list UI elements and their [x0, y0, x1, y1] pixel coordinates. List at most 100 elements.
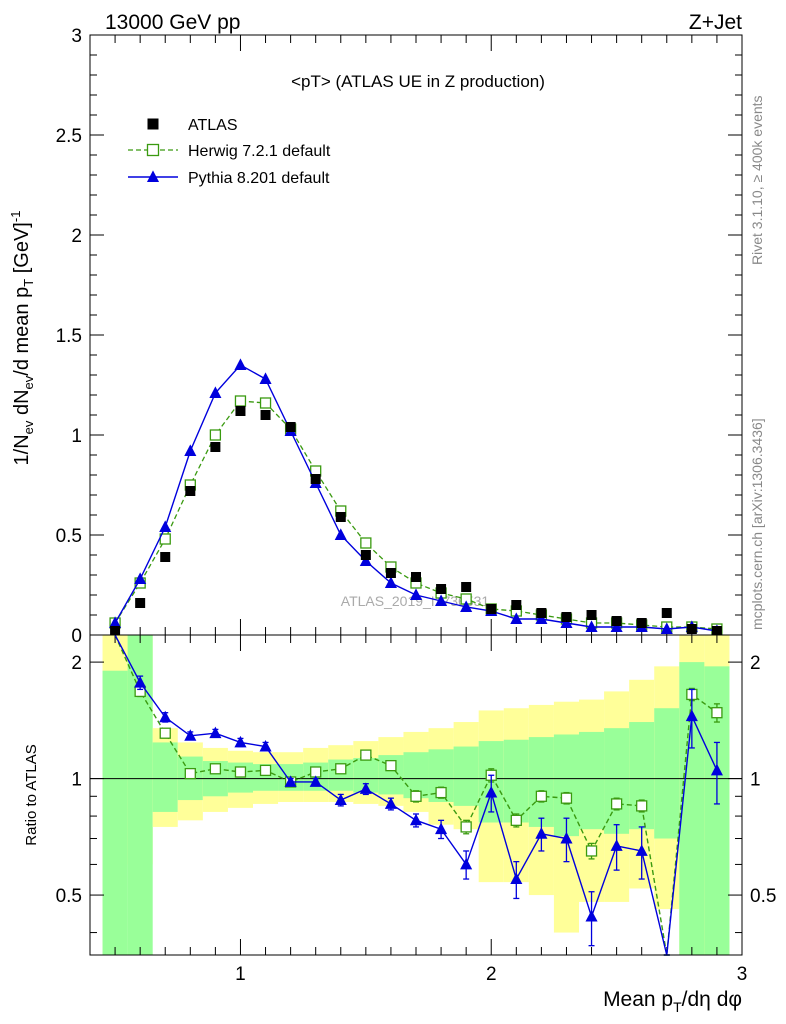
- pythia-point: [660, 622, 673, 634]
- ratio-y-tick-label: 1: [71, 770, 82, 791]
- herwig-ratio-point: [234, 766, 247, 778]
- rivet-version-label: Rivet 3.1.10, ≥ 400k events: [749, 95, 765, 265]
- pythia-ratio-point: [184, 729, 197, 741]
- atlas-point: [260, 410, 271, 420]
- pythia-ratio-point: [284, 775, 297, 787]
- herwig-point: [209, 429, 222, 441]
- band-inner: [503, 739, 529, 823]
- pythia-point: [134, 572, 147, 584]
- main-y-tick-label: 0.5: [56, 526, 82, 547]
- legend-entry-label: ATLAS: [188, 117, 238, 134]
- atlas-point: [636, 618, 647, 628]
- herwig-ratio-point: [335, 763, 347, 775]
- main-plot-title: <pT> (ATLAS UE in Z production): [291, 72, 545, 91]
- legend-herwig-marker: [146, 143, 160, 157]
- band-inner: [654, 708, 680, 839]
- pythia-point: [409, 588, 423, 600]
- pythia-ratio-point: [635, 844, 648, 856]
- main-y-tick-label: 0: [71, 626, 82, 647]
- herwig-ratio-point: [560, 792, 573, 804]
- pythia-ratio-point: [510, 872, 523, 884]
- atlas-point: [686, 624, 697, 634]
- atlas-point: [411, 572, 421, 582]
- ratio-series-pythia: [114, 634, 723, 956]
- x-axis-label: Mean pT/dη dφ: [603, 988, 742, 1015]
- band-inner: [629, 722, 655, 830]
- series-atlas: [110, 406, 722, 636]
- atlas-point: [586, 610, 597, 620]
- legend-atlas-marker: [147, 118, 159, 130]
- pythia-ratio-point: [485, 785, 498, 798]
- ratio-y-tick-label-right: 1: [750, 770, 761, 791]
- pythia-ratio-point: [234, 735, 247, 748]
- ratio-y-axis-label: Ratio to ATLAS: [23, 744, 40, 845]
- pythia-point: [159, 520, 172, 532]
- pythia-point: [259, 372, 272, 384]
- pythia-ratio-point: [384, 797, 397, 809]
- band-inner: [579, 731, 605, 830]
- atlas-point: [360, 550, 371, 560]
- band-inner: [604, 728, 630, 834]
- atlas-point: [385, 568, 396, 578]
- pythia-point: [435, 594, 448, 606]
- atlas-point: [661, 608, 672, 618]
- herwig-ratio-point: [209, 763, 222, 775]
- herwig-point: [259, 397, 272, 409]
- pythia-ratio-point: [409, 813, 423, 826]
- legend: ATLAS Herwig 7.2.1 default Pythia 8.201 de…: [128, 117, 331, 187]
- legend-entry-label: Herwig 7.2.1 default: [188, 143, 331, 160]
- mcplots-label: mcplots.cern.ch [arXiv:1306.3436]: [749, 418, 765, 630]
- band-inner: [152, 742, 178, 812]
- herwig-ratio-point: [711, 707, 723, 719]
- herwig-point: [360, 537, 372, 549]
- x-tick-label: 2: [486, 964, 497, 985]
- atlas-point: [561, 612, 572, 622]
- pythia-point: [334, 528, 347, 540]
- pythia-ratio-point: [585, 909, 598, 922]
- herwig-ratio-point: [360, 749, 372, 761]
- header-process-label: Z+Jet: [689, 11, 742, 34]
- main-plot-panel: <pT> (ATLAS UE in Z production) ATLAS_20…: [8, 26, 743, 647]
- pythia-ratio-point: [134, 676, 147, 688]
- pythia-point: [184, 444, 197, 456]
- pythia-point: [535, 612, 548, 624]
- atlas-point: [461, 582, 472, 592]
- pythia-ratio-point: [309, 775, 322, 787]
- band-inner: [453, 746, 479, 806]
- ratio-y-tick-label: 2: [71, 653, 82, 674]
- main-y-tick-label: 1: [71, 426, 82, 447]
- pythia-ratio-point: [334, 793, 347, 806]
- atlas-point: [536, 608, 547, 618]
- atlas-point: [285, 422, 296, 432]
- pythia-ratio-point: [159, 710, 172, 723]
- pythia-ratio-point: [535, 827, 548, 839]
- main-y-tick-label: 1.5: [56, 326, 82, 347]
- pythia-point: [610, 620, 623, 632]
- pythia-ratio-point: [685, 709, 698, 722]
- pythia-ratio-point: [435, 822, 448, 835]
- pythia-point: [560, 616, 573, 628]
- pythia-point: [109, 616, 122, 628]
- atlas-point: [185, 486, 196, 496]
- atlas-point: [310, 474, 321, 484]
- herwig-ratio-point: [435, 786, 447, 799]
- atlas-point: [486, 604, 497, 614]
- ratio-plot-panel: Ratio to ATLAS Mean pT/dη dφ 1 2 3 0.5 0.5 1 1…: [23, 634, 776, 1015]
- band-inner: [528, 737, 554, 827]
- series-pythia: [109, 358, 723, 636]
- pythia-point: [359, 554, 372, 566]
- atlas-point: [711, 626, 722, 636]
- atlas-point: [110, 626, 121, 636]
- atlas-point: [160, 552, 171, 562]
- pythia-ratio-point: [259, 739, 272, 752]
- ratio-y-tick-label-right: 0.5: [750, 886, 776, 907]
- atlas-point: [335, 512, 346, 522]
- pythia-point: [234, 358, 247, 370]
- pythia-ratio-point: [359, 782, 372, 794]
- legend-entry-label: Pythia 8.201 default: [188, 170, 330, 187]
- herwig-ratio-point: [510, 814, 522, 826]
- main-y-tick-label: 2: [71, 226, 82, 247]
- herwig-ratio-point: [410, 790, 422, 802]
- herwig-ratio-point: [385, 759, 397, 772]
- pythia-ratio-point: [610, 839, 623, 851]
